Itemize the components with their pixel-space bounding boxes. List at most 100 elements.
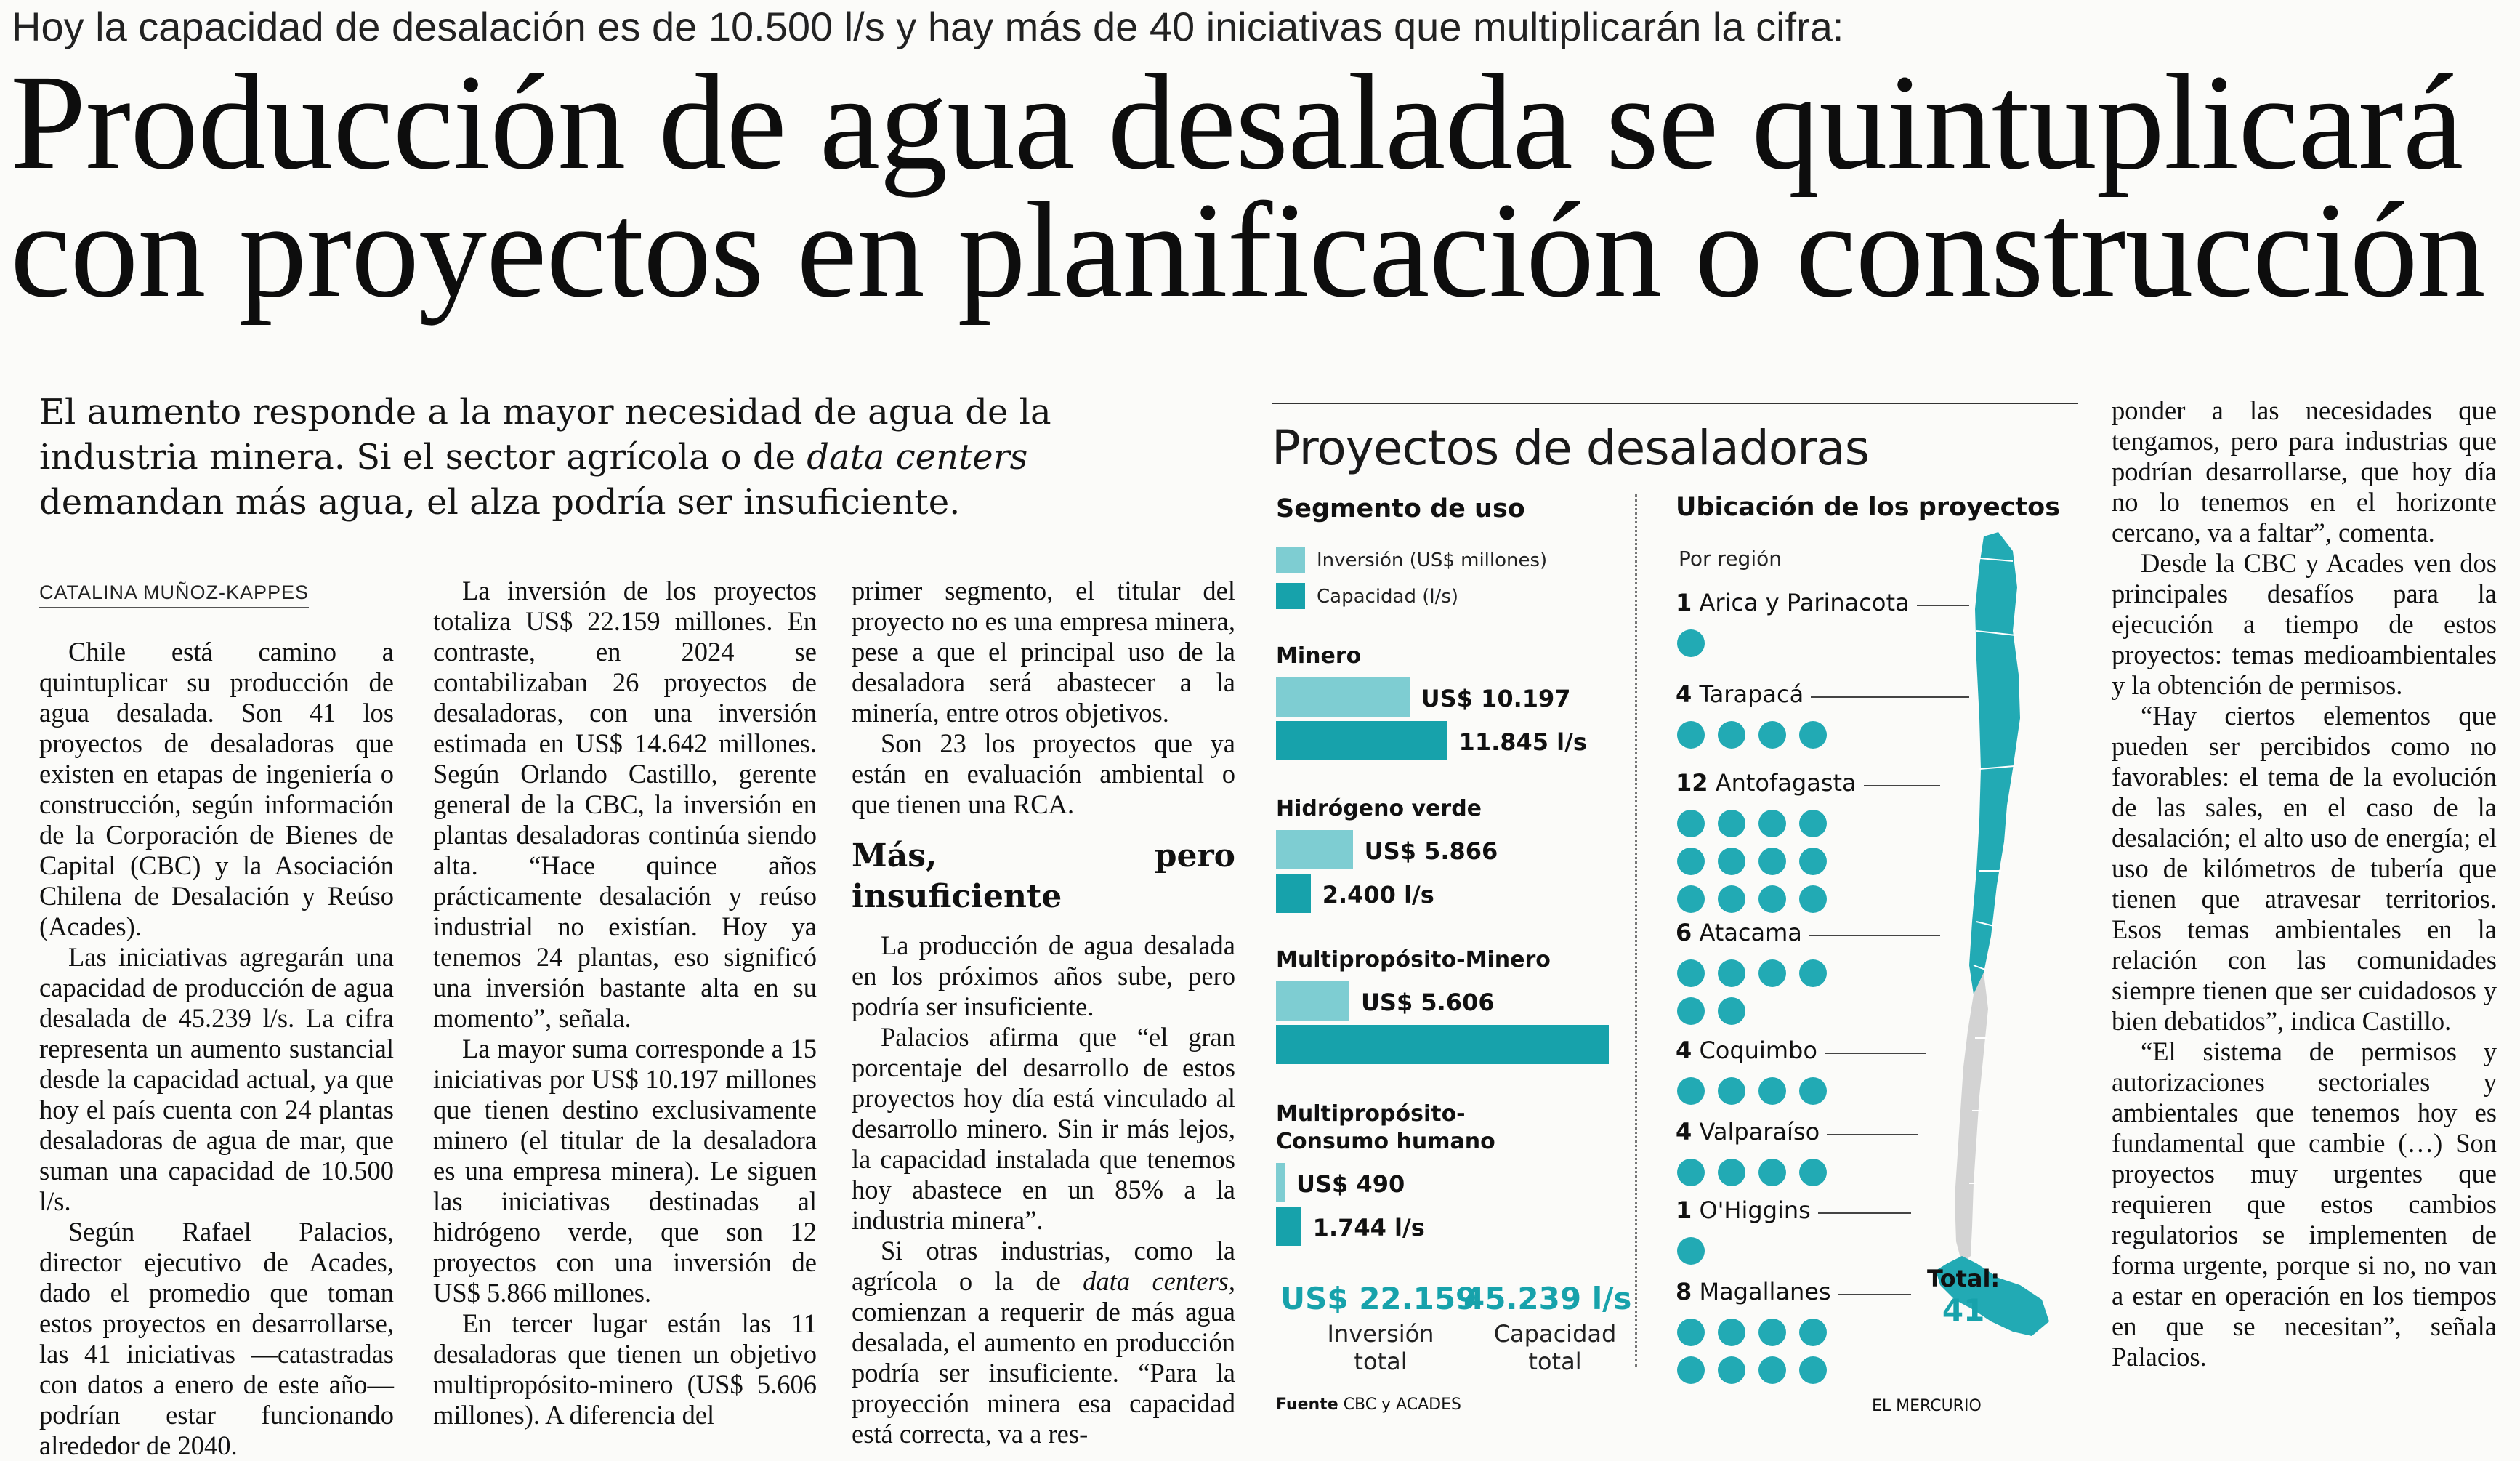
segment-title-multiproposito-minero: Multipropósito-Minero <box>1276 947 1551 973</box>
region-label: 8 Magallanes <box>1676 1278 1831 1305</box>
label-line: Inversión <box>1327 1320 1434 1348</box>
label-line: Capacidad <box>1493 1320 1617 1348</box>
project-dot <box>1718 1356 1745 1384</box>
data-label-capacity-minero: 11.845 l/s <box>1458 728 1587 756</box>
region-label: 4 Valparaíso <box>1676 1118 1820 1146</box>
project-dot <box>1677 959 1705 987</box>
paragraph-text: Si otras industrias, como la agrícola o … <box>852 1236 1235 1296</box>
by-region-label: Por región <box>1679 547 1782 571</box>
map-north-regions <box>1969 532 2020 994</box>
total-investment: US$ 22.159 <box>1280 1281 1477 1316</box>
paragraph-italic: data centers <box>1083 1266 1229 1296</box>
total-value: 41 <box>1942 1292 1985 1328</box>
region-project-dots <box>1677 1319 1827 1384</box>
paragraph: Palacios afirma que “el gran porcentaje … <box>852 1022 1235 1235</box>
project-dot <box>1758 885 1786 913</box>
region-label: 12 Antofagasta <box>1676 769 1857 797</box>
region-project-dots <box>1677 1237 1827 1265</box>
paragraph: primer segmento, el titular del proyecto… <box>852 576 1235 728</box>
paragraph: Según Rafael Palacios, director ejecutiv… <box>39 1217 394 1460</box>
total-capacity: 45.239 l/s <box>1463 1281 1632 1316</box>
project-dot <box>1718 1077 1745 1105</box>
deck: El aumento responde a la mayor necesidad… <box>39 390 1129 525</box>
headline-line-1: Producción de agua desalada se quintupli… <box>10 46 2463 198</box>
region-count: 4 <box>1676 1118 1692 1146</box>
article-column-2: La inversión de los proyectos totaliza U… <box>433 576 817 1430</box>
total-projects: Total: 41 <box>1927 1265 2000 1328</box>
data-label-capacity-hidrogeno: 2.400 l/s <box>1322 881 1434 909</box>
data-label-investment-multiproposito-minero: US$ 5.606 <box>1360 989 1495 1016</box>
project-dot <box>1718 959 1745 987</box>
infographic-title: Proyectos de desaladoras <box>1272 420 1870 476</box>
legend-swatch-investment <box>1276 547 1305 573</box>
project-dot <box>1758 1077 1786 1105</box>
region-count: 12 <box>1676 769 1708 797</box>
region-project-dots <box>1677 959 1827 1025</box>
region-project-dots <box>1677 721 1827 749</box>
region-project-dots <box>1677 1159 1827 1186</box>
map-region-borders <box>1969 558 2016 1184</box>
region-project-dots <box>1677 810 1827 913</box>
byline: CATALINA MUÑOZ-KAPPES <box>39 581 310 608</box>
bar-capacity-multiproposito-consumo <box>1276 1207 1301 1246</box>
column-divider <box>1635 494 1639 1367</box>
project-dot <box>1718 810 1745 837</box>
paragraph: “Hay ciertos elementos que pueden ser pe… <box>2112 701 2497 1036</box>
legend-label-capacity: Capacidad (l/s) <box>1317 586 1459 608</box>
region-count: 8 <box>1676 1278 1692 1305</box>
data-label-investment-hidrogeno: US$ 5.866 <box>1364 837 1498 865</box>
map-magallanes-region <box>1936 1256 2049 1336</box>
region-name: O'Higgins <box>1692 1196 1811 1224</box>
segment-title-line: Multipropósito- <box>1276 1101 1466 1127</box>
region-leader-line <box>1817 1212 1911 1214</box>
region-leader-line <box>1863 785 1940 786</box>
project-dot <box>1677 629 1705 657</box>
paragraph: ponder a las necesidades que tengamos, p… <box>2112 395 2497 547</box>
region-name: Magallanes <box>1692 1278 1831 1305</box>
source-credit: Fuente CBC y ACADES <box>1276 1396 1461 1414</box>
bar-capacity-hidrogeno <box>1276 874 1311 913</box>
project-dot <box>1758 1319 1786 1346</box>
bar-investment-multiproposito-minero <box>1276 981 1349 1021</box>
project-dot <box>1758 1159 1786 1186</box>
region-name: Valparaíso <box>1692 1118 1820 1146</box>
segment-title-hidrogeno: Hidrógeno verde <box>1276 796 1482 821</box>
total-label: Total: <box>1927 1265 2000 1292</box>
region-name: Arica y Parinacota <box>1692 589 1910 616</box>
segment-title-multiproposito-consumo: Multipropósito- Consumo humano <box>1276 1100 1495 1156</box>
paragraph: Chile está camino a quintuplicar su prod… <box>39 637 394 941</box>
project-dot <box>1677 1237 1705 1265</box>
segment-heading: Segmento de uso <box>1276 494 1525 523</box>
project-dot <box>1799 721 1827 749</box>
source-label: Fuente <box>1276 1396 1338 1414</box>
project-dot <box>1758 810 1786 837</box>
project-dot <box>1677 1356 1705 1384</box>
headline-line-2: con proyectos en planificación o constru… <box>10 174 2486 326</box>
paragraph: La mayor suma corresponde a 15 iniciativ… <box>433 1034 817 1308</box>
region-leader-line <box>1827 1134 1918 1135</box>
bar-investment-multiproposito-consumo <box>1276 1163 1285 1202</box>
headline: Producción de agua desalada se quintupli… <box>10 46 2510 326</box>
paragraph: La producción de agua desalada en los pr… <box>852 930 1235 1021</box>
article-column-1: Chile está camino a quintuplicar su prod… <box>39 637 394 1461</box>
project-dot <box>1677 1159 1705 1186</box>
bar-capacity-multiproposito-minero <box>1276 1025 1609 1064</box>
infographic-rule <box>1272 403 2078 404</box>
project-dot <box>1799 1319 1827 1346</box>
bar-investment-hidrogeno <box>1276 830 1353 869</box>
paragraph: Si otras industrias, como la agrícola o … <box>852 1236 1235 1449</box>
project-dot <box>1758 848 1786 875</box>
project-dot <box>1677 848 1705 875</box>
project-dot <box>1758 721 1786 749</box>
paragraph: En tercer lugar están las 11 desaladoras… <box>433 1308 817 1430</box>
project-dot <box>1799 848 1827 875</box>
region-label: 1 O'Higgins <box>1676 1196 1811 1224</box>
deck-italic: data centers <box>807 437 1028 478</box>
infographic: Proyectos de desaladoras Segmento de uso… <box>1272 398 2078 1445</box>
project-dot <box>1677 997 1705 1025</box>
region-label: 4 Coquimbo <box>1676 1037 1817 1064</box>
legend-swatch-capacity <box>1276 583 1305 609</box>
region-name: Atacama <box>1692 919 1802 946</box>
paragraph: Las iniciativas agregarán una capacidad … <box>39 942 394 1216</box>
paragraph: Desde la CBC y Acades ven dos principale… <box>2112 548 2497 700</box>
